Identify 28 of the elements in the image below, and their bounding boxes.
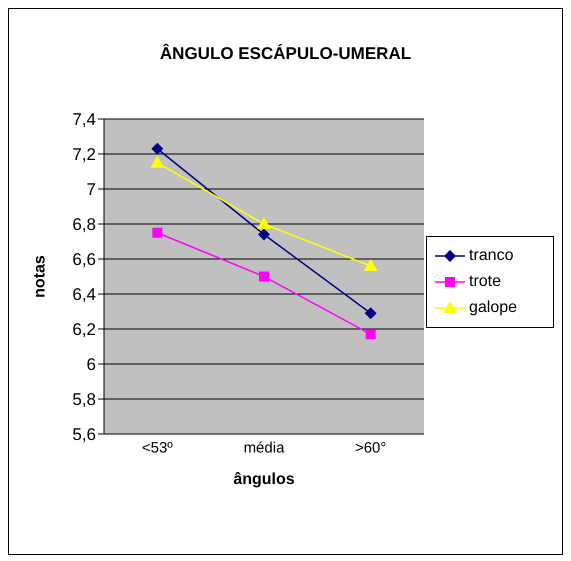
y-tick-label: 5,8: [72, 390, 96, 410]
x-tick-label: média: [244, 440, 286, 457]
y-tick-label: 7: [86, 180, 96, 200]
y-tick-label: 6,2: [72, 320, 96, 340]
y-tick-label: 7,4: [72, 110, 96, 130]
y-tick-label: 7,2: [72, 145, 96, 164]
point: [366, 329, 376, 340]
y-tick-label: 6,6: [72, 250, 96, 270]
x-tick-label: >60°: [354, 440, 386, 457]
point: [150, 156, 164, 168]
point: [151, 142, 164, 155]
y-tick-label: 5,6: [72, 425, 96, 444]
x-axis-title: ângulos: [233, 471, 295, 488]
y-tick-label: 6,8: [72, 215, 96, 234]
point: [364, 259, 378, 271]
point: [152, 228, 162, 238]
point: [257, 217, 271, 229]
legend-label: trote: [469, 272, 502, 292]
legend-label: tranco: [469, 246, 514, 266]
point: [259, 272, 269, 282]
legend-label: galope: [469, 298, 518, 318]
y-tick-label: 6: [86, 355, 96, 374]
chart-title: ÂNGULO ESCÁPULO-UMERAL: [158, 44, 412, 64]
x-tick-label: <53º: [142, 440, 174, 457]
point: [364, 307, 377, 320]
y-tick-label: 6,4: [72, 285, 96, 304]
y-axis-title: notas: [32, 255, 49, 298]
point: [258, 228, 270, 240]
